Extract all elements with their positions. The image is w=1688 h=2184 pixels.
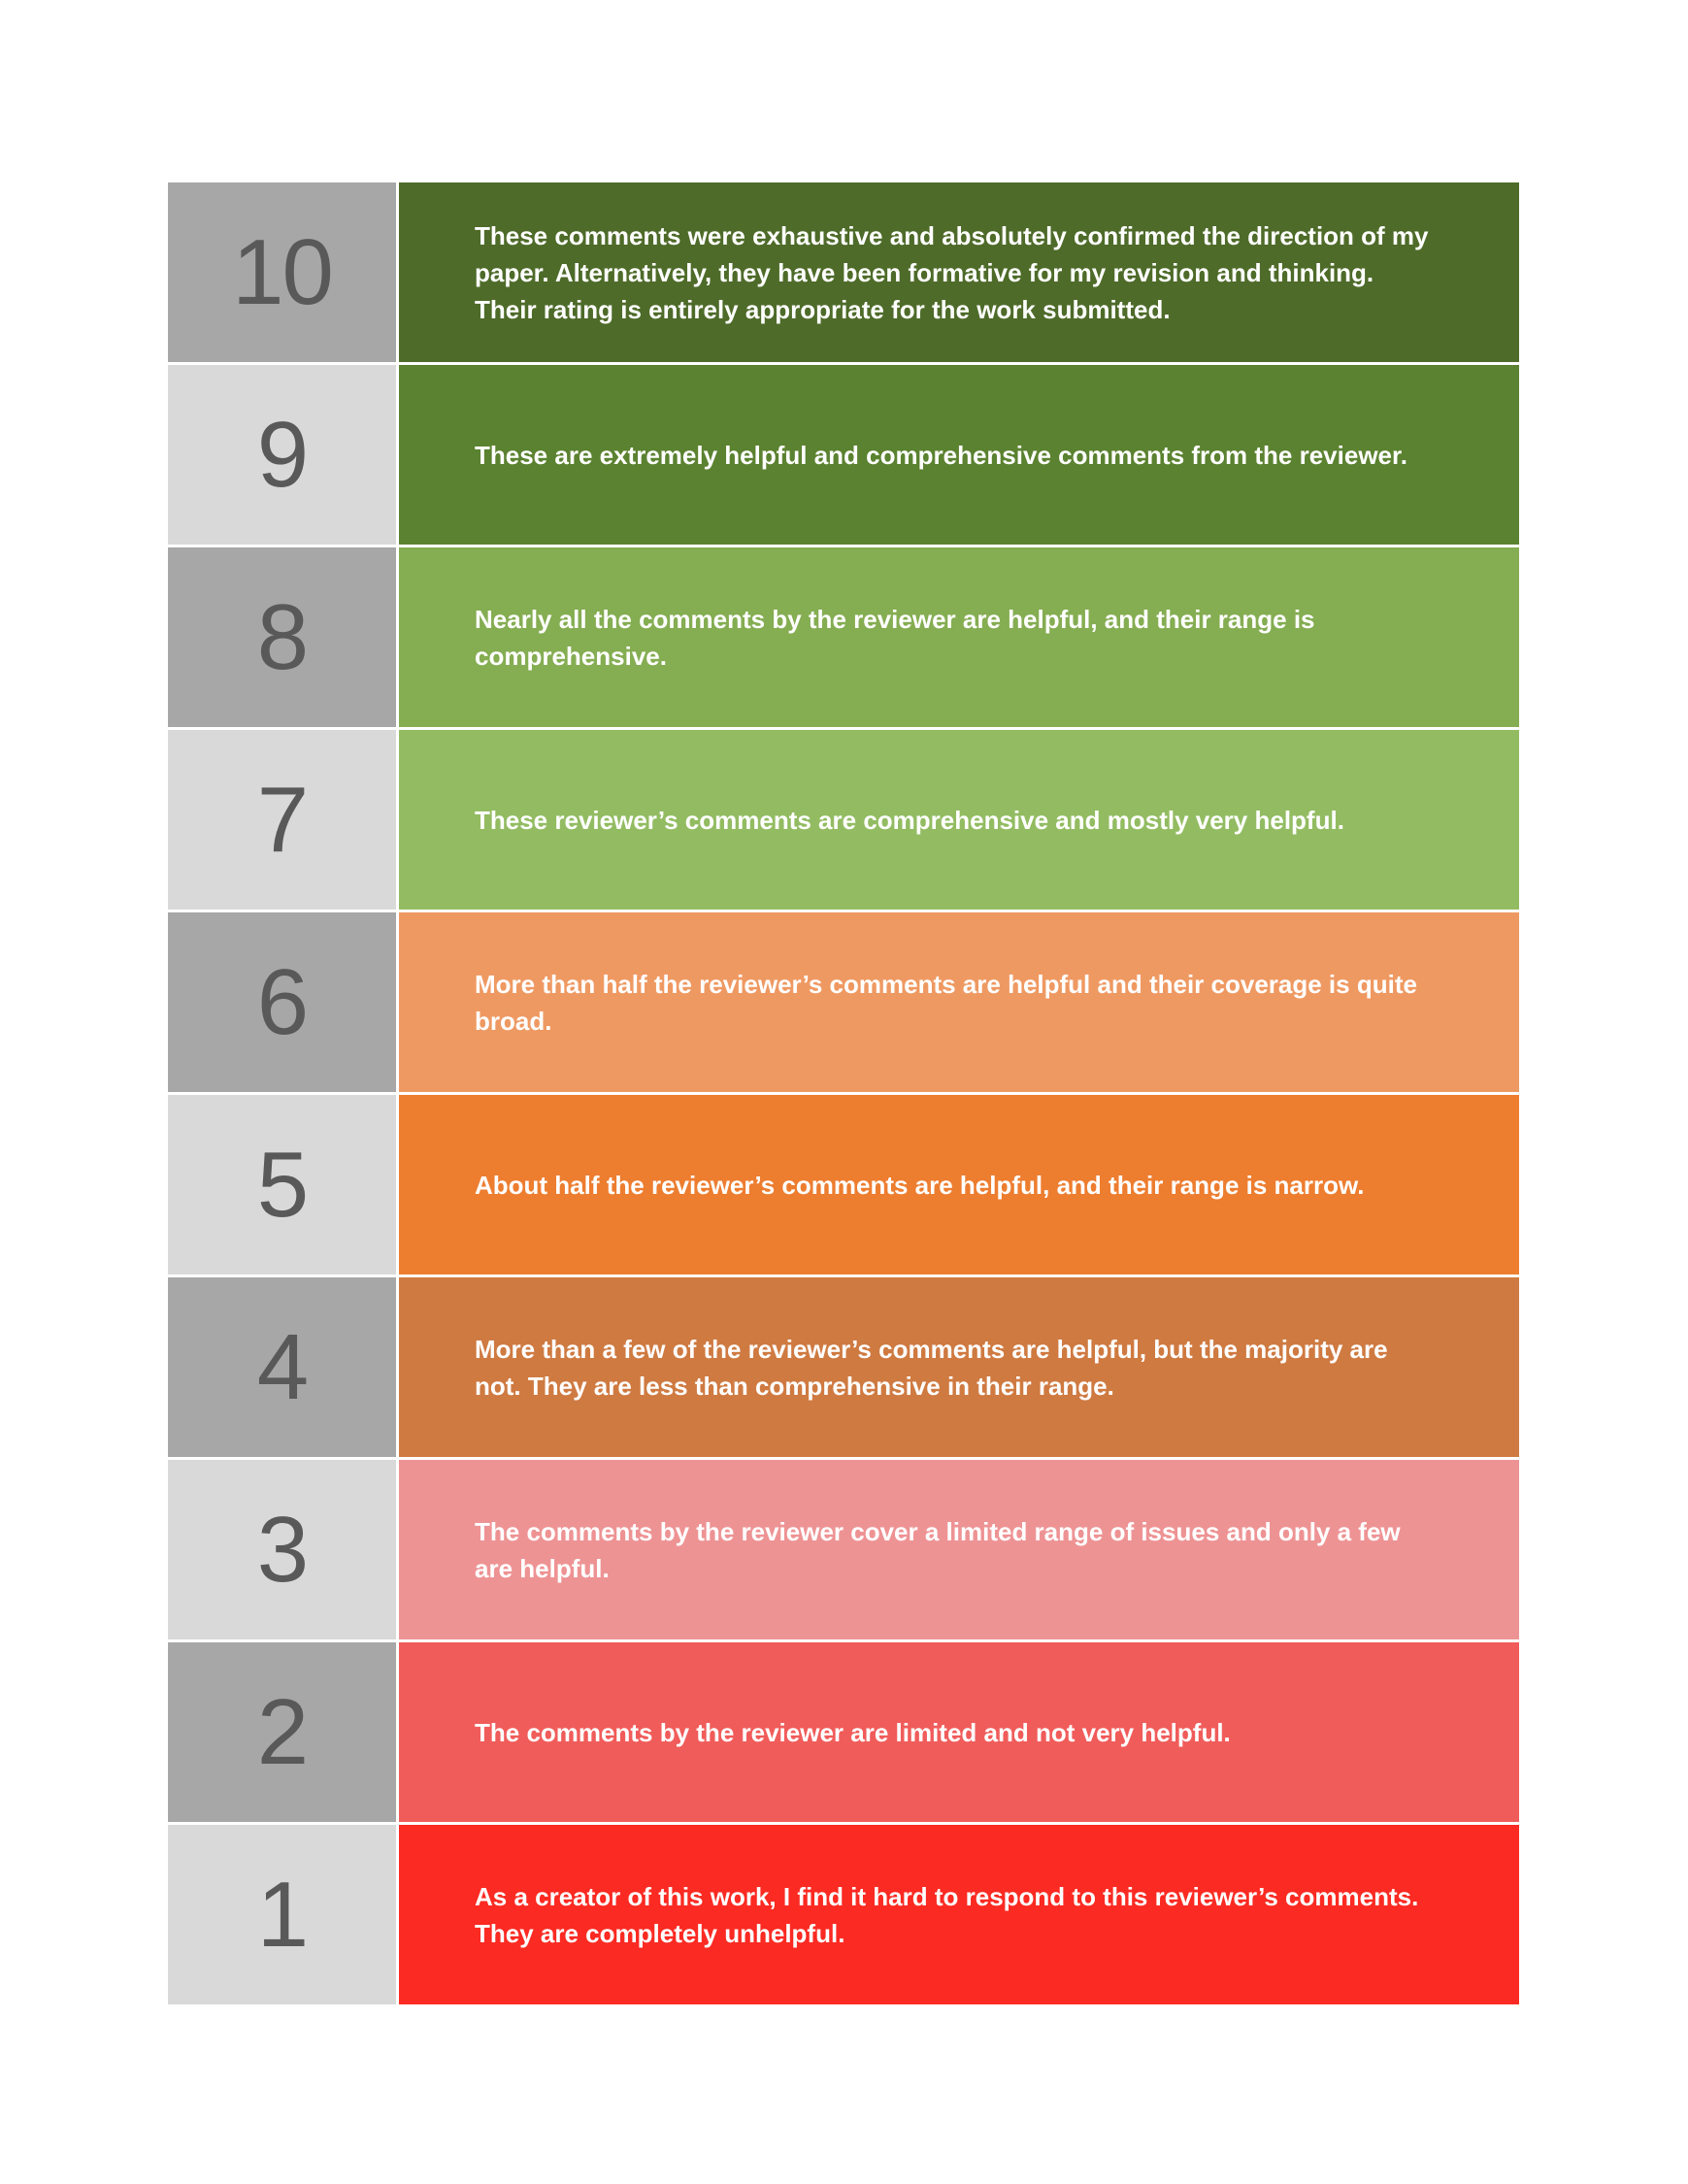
description-cell: The comments by the reviewer are limited… [399,1642,1519,1822]
description-text: As a creator of this work, I find it har… [475,1881,1419,1948]
table-row: 6 More than half the reviewer’s comments … [168,912,1519,1095]
description-text: Nearly all the comments by the reviewer … [475,604,1315,671]
score-cell: 1 [168,1825,399,2004]
description-cell: As a creator of this work, I find it har… [399,1825,1519,2004]
rating-scale-table: 10 These comments were exhaustive and abs… [168,182,1519,2004]
score-label: 3 [256,1497,309,1602]
description-text: The comments by the reviewer are limited… [475,1717,1231,1747]
table-row: 3 The comments by the reviewer cover a li… [168,1460,1519,1642]
description-cell: Nearly all the comments by the reviewer … [399,547,1519,727]
description-cell: These reviewer’s comments are comprehens… [399,730,1519,910]
score-label: 7 [256,767,309,872]
score-label: 10 [232,219,334,324]
score-label: 5 [256,1132,309,1237]
score-cell: 2 [168,1642,399,1822]
score-label: 2 [256,1679,309,1784]
table-row: 2 The comments by the reviewer are limite… [168,1642,1519,1825]
score-label: 8 [256,584,309,689]
description-cell: More than a few of the reviewer’s commen… [399,1277,1519,1457]
description-text: More than a few of the reviewer’s commen… [475,1334,1388,1401]
table-row: 7 These reviewer’s comments are comprehen… [168,730,1519,912]
score-cell: 3 [168,1460,399,1639]
table-row: 5 About half the reviewer’s comments are … [168,1095,1519,1277]
table-row: 4 More than a few of the reviewer’s comme… [168,1277,1519,1460]
score-label: 4 [256,1314,309,1419]
score-cell: 8 [168,547,399,727]
description-cell: More than half the reviewer’s comments a… [399,912,1519,1092]
score-cell: 10 [168,182,399,362]
score-cell: 6 [168,912,399,1092]
table-row: 10 These comments were exhaustive and abs… [168,182,1519,365]
description-cell: About half the reviewer’s comments are h… [399,1095,1519,1274]
description-text: About half the reviewer’s comments are h… [475,1170,1365,1200]
score-label: 1 [256,1862,309,1967]
description-text: The comments by the reviewer cover a lim… [475,1516,1401,1583]
description-cell: These are extremely helpful and comprehe… [399,365,1519,545]
table-row: 1 As a creator of this work, I find it ha… [168,1825,1519,2004]
score-label: 9 [256,402,309,507]
score-cell: 5 [168,1095,399,1274]
score-label: 6 [256,949,309,1054]
table-row: 8 Nearly all the comments by the reviewer… [168,547,1519,730]
score-cell: 4 [168,1277,399,1457]
description-cell: These comments were exhaustive and absol… [399,182,1519,362]
description-text: These reviewer’s comments are comprehens… [475,805,1344,835]
description-text: These are extremely helpful and comprehe… [475,440,1407,470]
score-cell: 9 [168,365,399,545]
description-cell: The comments by the reviewer cover a lim… [399,1460,1519,1639]
score-cell: 7 [168,730,399,910]
description-text: More than half the reviewer’s comments a… [475,969,1417,1036]
description-text: These comments were exhaustive and absol… [475,220,1429,324]
table-row: 9 These are extremely helpful and compreh… [168,365,1519,547]
